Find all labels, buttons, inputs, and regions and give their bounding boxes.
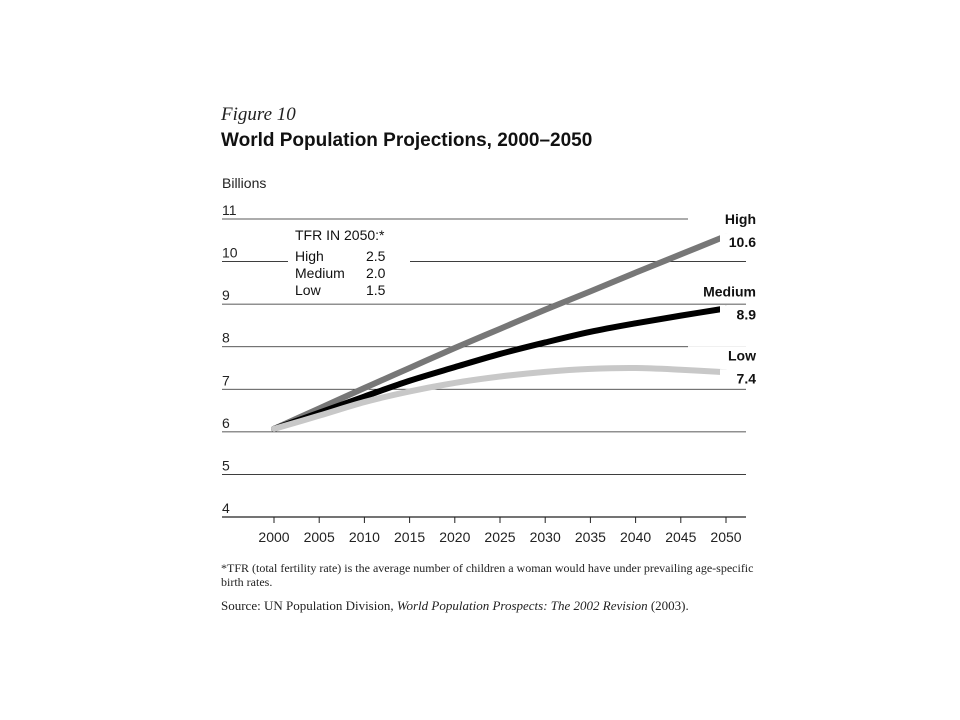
legend: TFR IN 2050:* High 2.5 Medium 2.0 Low 1.5 — [288, 226, 410, 302]
x-tick-label: 2030 — [530, 529, 561, 545]
legend-box — [288, 226, 410, 302]
series-value-label: 10.6 — [729, 234, 756, 250]
x-tick-label: 2005 — [304, 529, 335, 545]
x-tick-label: 2045 — [665, 529, 696, 545]
x-tick-label: 2000 — [258, 529, 289, 545]
chart-title: World Population Projections, 2000–2050 — [221, 130, 593, 151]
series-line-high — [271, 233, 729, 432]
x-tick-label: 2040 — [620, 529, 651, 545]
legend-entry-name: Medium — [295, 265, 345, 281]
series-end-labels: High 10.6 Medium 8.9 Low 7.4 — [688, 210, 758, 388]
series-value-label: 8.9 — [737, 306, 757, 322]
series-line-low — [271, 364, 729, 432]
legend-entry-value: 2.5 — [366, 248, 386, 264]
end-label-mask — [720, 369, 758, 388]
figure-label: Figure 10 — [221, 104, 296, 125]
source-prefix: Source: UN Population Division, — [221, 598, 397, 613]
x-axis: 2000 2005 2010 2015 2020 2025 2030 2035 2040 2045… — [258, 517, 742, 545]
x-tick-label: 2015 — [394, 529, 425, 545]
y-tick-label: 5 — [222, 457, 230, 473]
source-title: World Population Prospects: The 2002 Rev… — [396, 598, 648, 613]
y-tick-label: 4 — [222, 500, 230, 516]
y-tick-label: 9 — [222, 287, 230, 303]
end-label-mask — [688, 210, 758, 229]
y-tick-label: 8 — [222, 330, 230, 346]
source-note: Source: UN Population Division, World Po… — [221, 598, 781, 614]
y-tick-label: 10 — [222, 245, 238, 261]
y-axis-ticks: 4 5 6 7 8 9 10 11 — [222, 202, 238, 516]
legend-title: TFR IN 2050:* — [295, 227, 385, 243]
y-axis-label: Billions — [222, 175, 266, 191]
y-tick-label: 6 — [222, 415, 230, 431]
legend-entry-name: High — [295, 248, 324, 264]
end-label-mask — [688, 346, 758, 365]
footnote: *TFR (total fertility rate) is the avera… — [221, 561, 754, 589]
x-tick-label: 2050 — [710, 529, 741, 545]
series-name-label: Medium — [703, 283, 756, 299]
end-label-mask — [688, 282, 758, 301]
series-name-label: High — [725, 211, 756, 227]
end-label-mask — [720, 233, 758, 252]
source-suffix: (2003). — [647, 598, 689, 613]
x-tick-label: 2010 — [349, 529, 380, 545]
x-tick-label: 2025 — [484, 529, 515, 545]
legend-entry-value: 2.0 — [366, 265, 386, 281]
y-tick-label: 11 — [222, 202, 237, 218]
series-line-medium — [271, 305, 729, 432]
series-value-label: 7.4 — [737, 370, 757, 386]
legend-entry-value: 1.5 — [366, 282, 386, 298]
series-lines — [271, 233, 729, 432]
legend-entry-name: Low — [295, 282, 322, 298]
x-tick-label: 2035 — [575, 529, 606, 545]
series-name-label: Low — [728, 347, 756, 363]
x-tick-label: 2020 — [439, 529, 470, 545]
end-label-mask — [720, 305, 758, 324]
y-tick-label: 7 — [222, 372, 230, 388]
